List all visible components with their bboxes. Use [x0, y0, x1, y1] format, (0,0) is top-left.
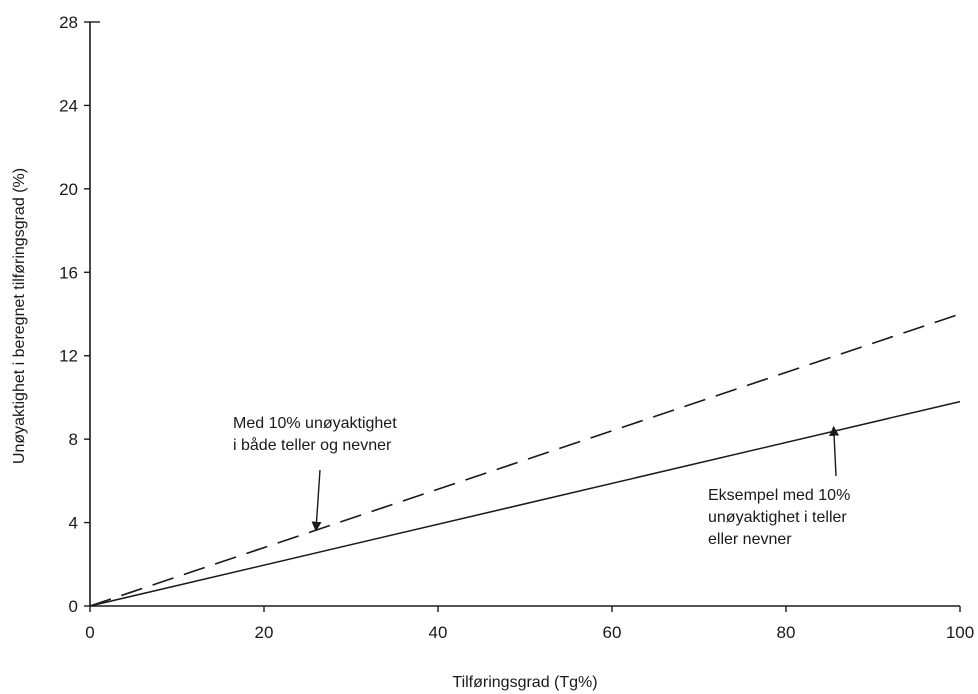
axes: 0 4 8 12 16 20 24 28 0 20 40 60 80 100 [59, 13, 974, 642]
y-tick-label: 28 [59, 13, 78, 32]
x-tick-label: 0 [85, 623, 94, 642]
y-tick-label: 16 [59, 263, 78, 282]
x-tick-label: 20 [255, 623, 274, 642]
y-tick-label: 8 [69, 430, 78, 449]
y-tick-label: 24 [59, 96, 78, 115]
annotation-text-line: eller nevner [708, 531, 792, 548]
series-line-solid [89, 400, 961, 607]
annotation-text-line: i både teller og nevner [233, 436, 392, 454]
series-group [89, 313, 961, 607]
y-tick-label: 20 [59, 180, 78, 199]
x-tick-label: 40 [429, 623, 448, 642]
y-tick-label: 12 [59, 347, 78, 366]
x-tick-label: 60 [603, 623, 622, 642]
x-tick-label: 80 [777, 623, 796, 642]
annotation-text-line: Med 10% unøyaktighet [233, 415, 397, 432]
annotation-arrow [829, 425, 840, 477]
annotation-text-line: Eksempel med 10% [708, 487, 850, 504]
y-tick-label: 0 [69, 597, 78, 616]
x-axis-title: Tilføringsgrad (Tg%) [452, 674, 597, 691]
y-tick-label: 4 [69, 514, 78, 533]
annotation-text-line: unøyaktighet i teller [708, 509, 847, 526]
x-tick-label: 100 [946, 623, 974, 642]
series-line-dashed [89, 313, 961, 607]
annotation-arrow [311, 469, 322, 532]
annotations-group: Med 10% unøyaktighet i både teller og nev… [233, 415, 850, 548]
y-axis-title: Unøyaktighet i beregnet tilføringsgrad (… [11, 168, 28, 464]
